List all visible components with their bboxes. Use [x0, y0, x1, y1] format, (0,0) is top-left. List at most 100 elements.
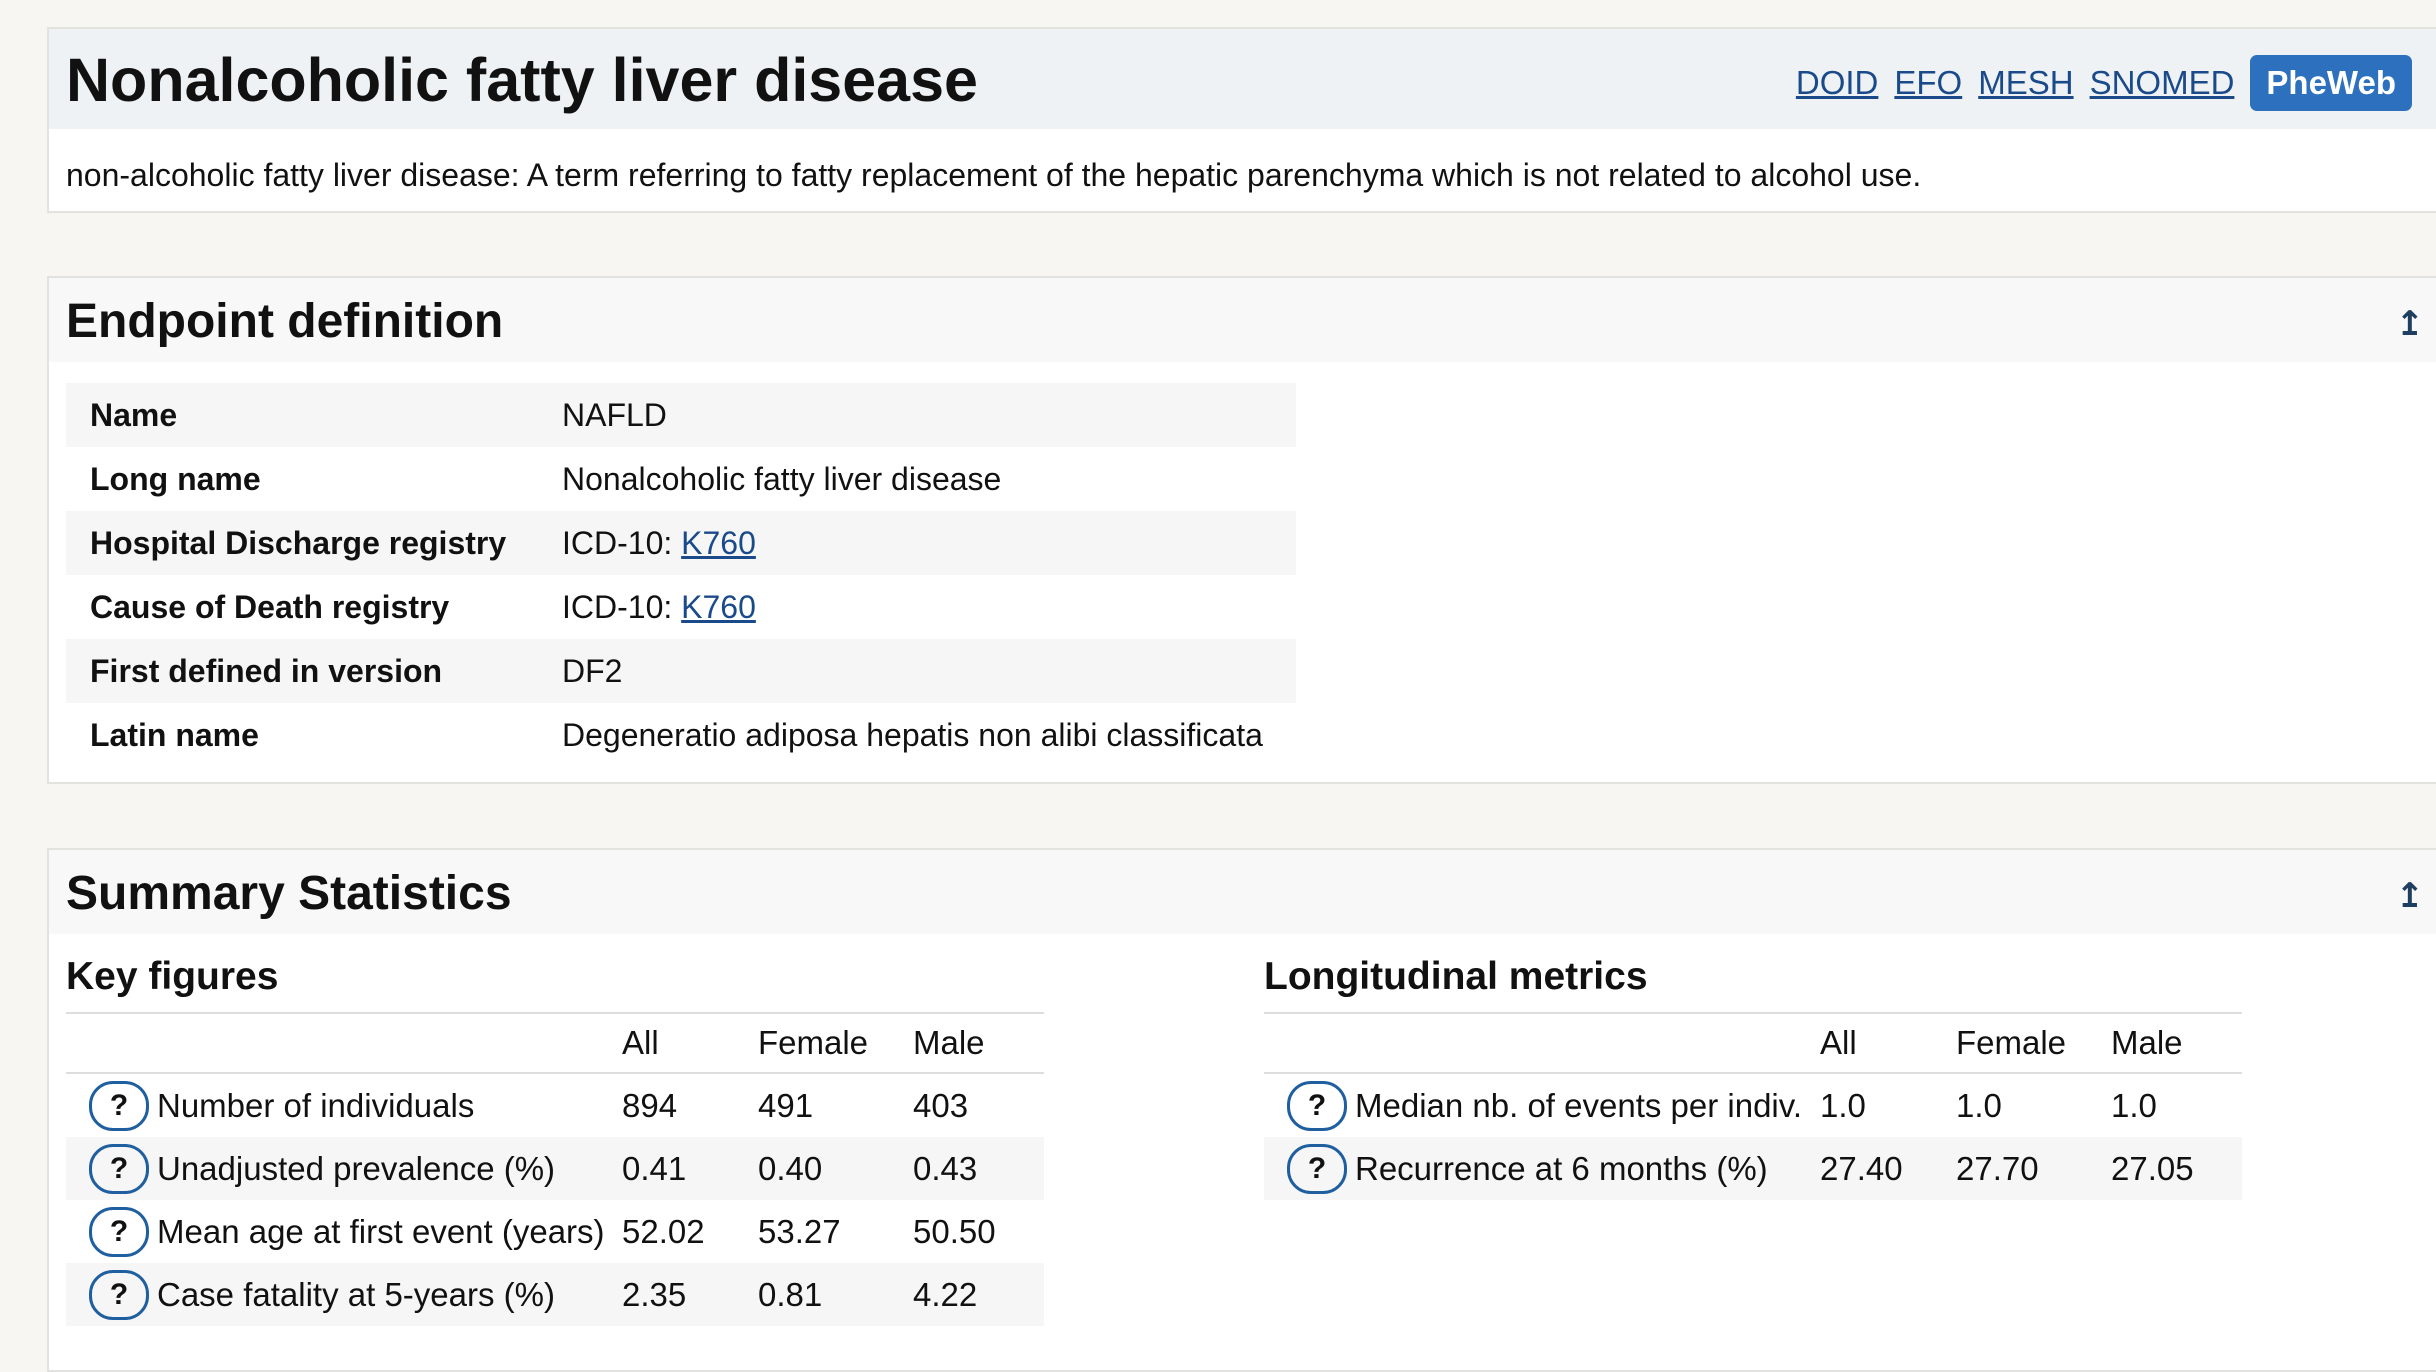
help-icon[interactable]: ? [1287, 1080, 1347, 1131]
metric-label: Mean age at first event (years) [157, 1212, 605, 1250]
metric-value: 1.0 [2111, 1086, 2157, 1124]
definition-value: NAFLD [538, 383, 1296, 447]
column-header: All [621, 1012, 757, 1074]
table-header-row: All Female Male [1264, 1012, 2242, 1074]
metric-cell: ? Unadjusted prevalence (%) [66, 1137, 621, 1200]
metric-label: Median nb. of events per indiv. [1355, 1086, 1802, 1124]
definition-row: Cause of Death registry ICD-10: K760 [66, 575, 1296, 639]
table-header-row: All Female Male [66, 1012, 1044, 1074]
header-spacer [1264, 1012, 1819, 1074]
help-icon[interactable]: ? [89, 1269, 149, 1320]
definition-table: Name NAFLD Long name Nonalcoholic fatty liv… [66, 383, 1296, 767]
metric-value: 50.50 [913, 1212, 996, 1250]
header-spacer [66, 1012, 621, 1074]
table-row: ? Median nb. of events per indiv. 1.0 1.0 1.… [1264, 1073, 2242, 1137]
metric-label: Unadjusted prevalence (%) [157, 1149, 556, 1187]
table-row: ? Number of individuals 894 491 403 [66, 1073, 1044, 1137]
metric-label: Case fatality at 5-years (%) [157, 1275, 555, 1313]
definition-key: Hospital Discharge registry [66, 511, 538, 575]
metric-value: 894 [622, 1086, 678, 1124]
value-text: DF2 [562, 652, 623, 689]
metric-value: 0.43 [912, 1137, 1044, 1200]
description: non-alcoholic fatty liver disease: A ter… [66, 157, 1922, 193]
endpoint-definition-card: Endpoint definition ↥ Name NAFLD Long name… [47, 276, 2436, 784]
help-icon[interactable]: ? [1287, 1143, 1347, 1194]
column-header: Female [757, 1012, 912, 1074]
value-prefix: ICD-10: [562, 588, 682, 625]
value-text: NAFLD [562, 396, 667, 433]
column-header: Female [1955, 1012, 2110, 1074]
definition-row: Long name Nonalcoholic fatty liver diseas… [66, 447, 1296, 511]
definition-value: ICD-10: K760 [538, 511, 1296, 575]
metric-label: Number of individuals [157, 1086, 475, 1124]
column-header: Male [912, 1012, 1044, 1074]
icd-code-link[interactable]: K760 [681, 588, 756, 625]
help-icon[interactable]: ? [89, 1206, 149, 1257]
arrow-up-bar-icon[interactable]: ↥ [2395, 305, 2425, 343]
metric-value: 1.0 [1956, 1086, 2002, 1124]
section-title: Endpoint definition [66, 295, 504, 348]
definition-row: Hospital Discharge registry ICD-10: K760 [66, 511, 1296, 575]
ontology-links: DOID EFO MESH SNOMED PheWeb [1780, 55, 2412, 111]
value-text: Degeneratio adiposa hepatis non alibi cl… [562, 716, 1263, 753]
value-text: Nonalcoholic fatty liver disease [562, 460, 1002, 497]
definition-key: Long name [90, 460, 261, 497]
metric-value: 0.81 [757, 1263, 912, 1326]
metric-value: 4.22 [912, 1263, 1044, 1326]
metric-cell: ? Number of individuals [66, 1073, 621, 1137]
metric-value: 27.40 [1819, 1137, 1955, 1200]
definition-value: Degeneratio adiposa hepatis non alibi cl… [538, 703, 1296, 767]
metric-value: 2.35 [621, 1263, 757, 1326]
metric-value: 52.02 [622, 1212, 705, 1250]
section-title: Summary Statistics [66, 867, 512, 920]
metric-label: Recurrence at 6 months (%) [1355, 1149, 1768, 1187]
icd-code-link[interactable]: K760 [681, 524, 756, 561]
mesh-link[interactable]: MESH [1978, 64, 2074, 101]
help-icon[interactable]: ? [89, 1080, 149, 1131]
snomed-link[interactable]: SNOMED [2089, 64, 2235, 101]
definition-row: Name NAFLD [66, 383, 1296, 447]
metric-value: 27.05 [2110, 1137, 2242, 1200]
title-card: Nonalcoholic fatty liver disease DOID EF… [47, 27, 2436, 213]
metric-cell: ? Recurrence at 6 months (%) [1264, 1137, 1819, 1200]
help-icon[interactable]: ? [89, 1143, 149, 1194]
key-figures-title: Key figures [66, 955, 279, 998]
definition-value: DF2 [538, 639, 1296, 703]
doid-link[interactable]: DOID [1795, 64, 1879, 101]
value-prefix: ICD-10: [562, 524, 682, 561]
metric-cell: ? Median nb. of events per indiv. [1264, 1073, 1819, 1137]
metric-value: 491 [758, 1086, 814, 1124]
arrow-up-bar-icon[interactable]: ↥ [2395, 877, 2425, 915]
definition-key: Name [66, 383, 538, 447]
longitudinal-metrics-title: Longitudinal metrics [1264, 955, 1648, 998]
definition-key: Latin name [90, 716, 259, 753]
column-header: All [1819, 1012, 1955, 1074]
definition-key: Cause of Death registry [90, 588, 450, 625]
section-header: Summary Statistics ↥ [49, 850, 2436, 934]
metric-cell: ? Case fatality at 5-years (%) [66, 1263, 621, 1326]
column-header: Male [2110, 1012, 2242, 1074]
title-bar: Nonalcoholic fatty liver disease DOID EF… [49, 29, 2436, 129]
table-row: ? Case fatality at 5-years (%) 2.35 0.81 4.2… [66, 1263, 1044, 1326]
definition-value: Nonalcoholic fatty liver disease [538, 447, 1296, 511]
metric-value: 403 [913, 1086, 969, 1124]
definition-value: ICD-10: K760 [538, 575, 1296, 639]
section-header: Endpoint definition ↥ [49, 278, 2436, 362]
summary-statistics-card: Summary Statistics ↥ Key figures All Fem… [47, 848, 2436, 1372]
page-title: Nonalcoholic fatty liver disease [66, 46, 978, 114]
metric-value: 0.40 [757, 1137, 912, 1200]
efo-link[interactable]: EFO [1894, 64, 1963, 101]
table-row: ? Mean age at first event (years) 52.02 53.… [66, 1200, 1044, 1263]
table-row: ? Unadjusted prevalence (%) 0.41 0.40 0.43 [66, 1137, 1044, 1200]
key-figures-table: All Female Male ? Number of individuals 89… [66, 1012, 1044, 1326]
metric-value: 0.41 [621, 1137, 757, 1200]
metric-value: 53.27 [758, 1212, 841, 1250]
metric-cell: ? Mean age at first event (years) [66, 1200, 621, 1263]
metric-value: 27.70 [1955, 1137, 2110, 1200]
definition-key: First defined in version [66, 639, 538, 703]
table-row: ? Recurrence at 6 months (%) 27.40 27.70 27.… [1264, 1137, 2242, 1200]
pheweb-button[interactable]: PheWeb [2250, 55, 2412, 111]
longitudinal-metrics-table: All Female Male ? Median nb. of events pe… [1264, 1012, 2242, 1200]
metric-value: 1.0 [1820, 1086, 1866, 1124]
definition-row: First defined in version DF2 [66, 639, 1296, 703]
